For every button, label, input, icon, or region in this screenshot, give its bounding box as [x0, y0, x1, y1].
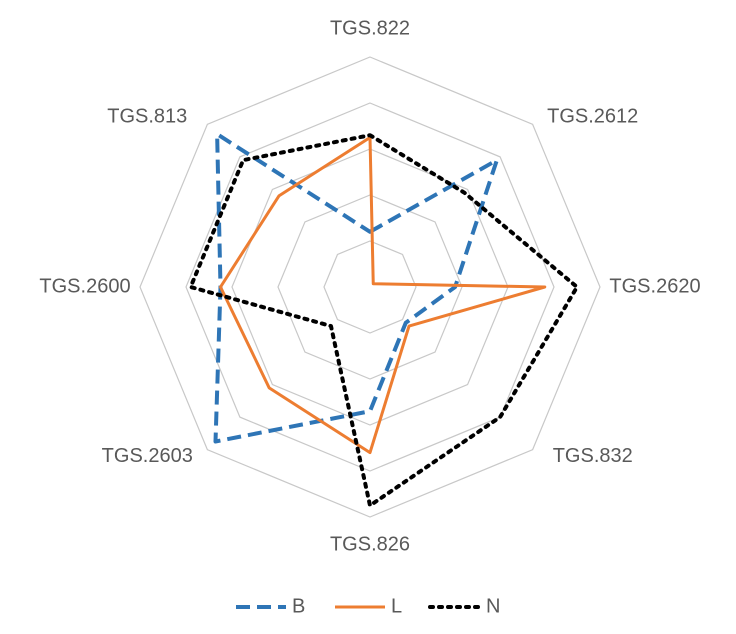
axis-label: TGS.813 — [107, 106, 187, 128]
legend-label: L — [391, 595, 402, 617]
series-line — [188, 133, 579, 508]
axis-label: TGS.2612 — [547, 106, 638, 128]
axis-label: TGS.822 — [330, 17, 410, 39]
series-line — [213, 132, 499, 444]
axis-label: TGS.832 — [553, 445, 633, 467]
grid-ring — [231, 148, 509, 426]
series-line — [219, 136, 547, 455]
grid-ring — [139, 56, 601, 518]
grid-ring — [185, 102, 555, 472]
axis-label: TGS.2603 — [102, 445, 193, 467]
grid-ring — [323, 240, 417, 334]
grid-ring — [277, 194, 463, 380]
axis-label: TGS.2620 — [609, 275, 700, 297]
axis-label: TGS.826 — [330, 533, 410, 555]
legend-label: N — [486, 595, 500, 617]
legend-label: B — [292, 595, 305, 617]
axis-label: TGS.2600 — [39, 275, 130, 297]
